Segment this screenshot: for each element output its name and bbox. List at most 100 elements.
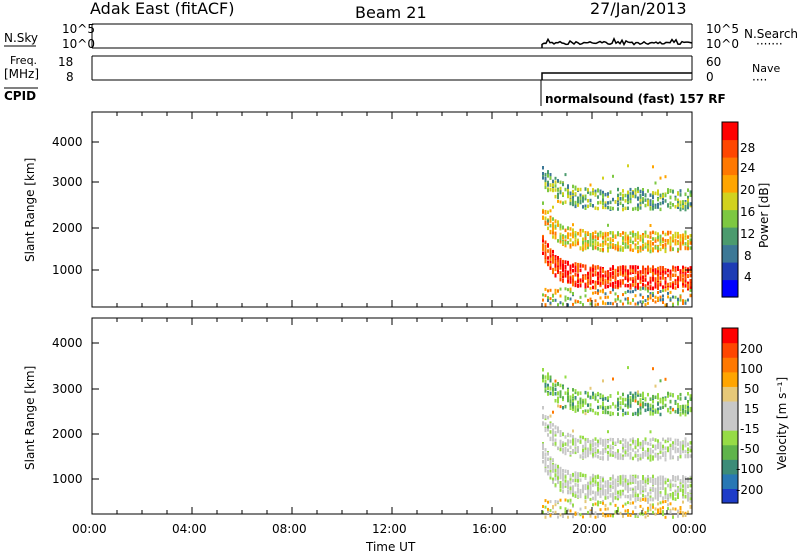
power-cell bbox=[559, 190, 562, 195]
velocity-cell bbox=[672, 477, 674, 482]
power-cell bbox=[657, 277, 659, 281]
velocity-cell bbox=[569, 433, 572, 438]
power-cell bbox=[602, 232, 604, 236]
power-cell bbox=[564, 265, 567, 270]
power-cell bbox=[584, 207, 587, 210]
power-cell bbox=[587, 243, 589, 247]
velocity-cell bbox=[572, 438, 574, 442]
power-cell bbox=[677, 297, 679, 301]
power-cell bbox=[579, 278, 582, 282]
velocity-cell bbox=[609, 502, 612, 506]
power-cbar-tick-4: 4 bbox=[744, 270, 752, 284]
velocity-cell bbox=[607, 430, 609, 434]
velocity-cell bbox=[597, 481, 599, 486]
power-cell bbox=[667, 188, 669, 192]
velocity-cell bbox=[587, 486, 589, 491]
velocity-cell bbox=[652, 488, 654, 492]
velocity-cell bbox=[609, 411, 612, 415]
power-cell bbox=[544, 176, 547, 181]
velocity-cell bbox=[582, 486, 584, 491]
velocity-cell bbox=[627, 443, 629, 448]
velocity-cell bbox=[689, 406, 692, 411]
velocity-cell bbox=[607, 450, 609, 455]
velocity-cell bbox=[677, 509, 679, 513]
velocity-cell bbox=[587, 481, 589, 486]
power-cell bbox=[679, 269, 682, 273]
velocity-cell bbox=[634, 514, 637, 518]
velocity-cell bbox=[639, 441, 642, 446]
velocity-cell bbox=[544, 448, 547, 452]
power-cell bbox=[649, 240, 652, 244]
power-cell bbox=[604, 278, 607, 283]
power-cell bbox=[687, 235, 689, 239]
power-cell bbox=[689, 286, 692, 290]
velocity-cell bbox=[599, 476, 602, 480]
velocity-cell bbox=[574, 440, 577, 445]
velocity-cell bbox=[559, 431, 562, 435]
power-cell bbox=[669, 236, 672, 240]
power-cell bbox=[589, 198, 592, 203]
velocity-cell bbox=[672, 496, 674, 501]
velocity-cell bbox=[549, 509, 552, 512]
velocity-cell bbox=[642, 401, 644, 405]
velocity-cell bbox=[679, 441, 682, 445]
power-cell bbox=[659, 276, 662, 280]
power-cell bbox=[599, 200, 602, 205]
velocity-cell bbox=[542, 368, 544, 372]
velocity-cell bbox=[674, 491, 677, 496]
power-cell bbox=[682, 268, 684, 273]
velocity-cell bbox=[689, 408, 692, 413]
velocity-cell bbox=[619, 511, 622, 515]
power-cell bbox=[604, 201, 607, 205]
velocity-cell bbox=[574, 409, 577, 413]
power-cell bbox=[657, 281, 659, 286]
power-cell bbox=[629, 194, 632, 199]
velocity-cell bbox=[669, 487, 672, 492]
velocity-cell bbox=[649, 430, 652, 434]
power-cell bbox=[577, 262, 579, 267]
power-cell bbox=[639, 238, 642, 242]
power-cell bbox=[549, 217, 552, 221]
velocity-cell bbox=[557, 426, 559, 430]
power-cell bbox=[637, 265, 639, 270]
power-cell bbox=[629, 283, 632, 287]
power-cell bbox=[557, 268, 559, 273]
power-cell bbox=[677, 282, 679, 286]
velocity-cell bbox=[629, 401, 632, 405]
x-axis: 00:00 04:00 08:00 12:00 16:00 20:00 00:0… bbox=[72, 522, 707, 554]
power-cell bbox=[682, 234, 684, 238]
power-cell bbox=[619, 268, 622, 272]
velocity-cell bbox=[592, 438, 594, 443]
power-cell bbox=[567, 226, 569, 230]
power-cell bbox=[657, 246, 659, 250]
velocity-cell bbox=[632, 510, 634, 514]
power-cell bbox=[639, 245, 642, 250]
power-cell bbox=[564, 200, 567, 204]
velocity-cell bbox=[597, 455, 599, 459]
power-cbar-tick-12: 12 bbox=[740, 227, 755, 241]
velocity-cell bbox=[559, 383, 562, 388]
power-cell bbox=[597, 280, 599, 285]
power-cell bbox=[582, 229, 584, 233]
velocity-cell bbox=[604, 444, 607, 449]
power-cell bbox=[562, 265, 564, 269]
velocity-cell bbox=[649, 407, 652, 411]
power-cell bbox=[647, 199, 649, 204]
power-cell bbox=[569, 227, 572, 231]
power-cbar-tick-20: 20 bbox=[740, 183, 755, 197]
velocity-cell bbox=[624, 477, 627, 482]
power-cell bbox=[564, 298, 567, 302]
power-cell bbox=[677, 247, 679, 252]
power-cell bbox=[602, 248, 604, 252]
power-cell bbox=[604, 192, 607, 197]
power-cell bbox=[609, 283, 612, 287]
power-cell bbox=[629, 239, 632, 243]
power-cell bbox=[622, 241, 624, 245]
power-cell bbox=[592, 273, 594, 277]
power-cell bbox=[602, 268, 604, 272]
power-cell bbox=[544, 186, 547, 190]
power-cell bbox=[652, 200, 654, 204]
power-cell bbox=[677, 191, 679, 196]
power-cell bbox=[544, 287, 547, 291]
velocity-cell bbox=[624, 444, 627, 449]
